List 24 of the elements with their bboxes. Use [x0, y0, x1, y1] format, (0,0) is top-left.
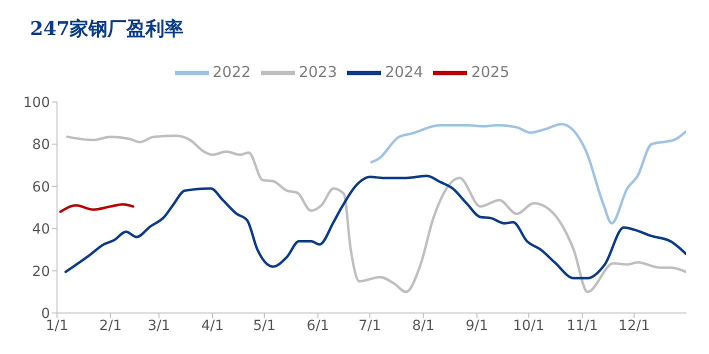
- x-tick-label: 5/1: [253, 318, 276, 334]
- legend-label: 2022: [212, 63, 251, 82]
- x-tick-label: 8/1: [412, 318, 435, 334]
- x-tick-label: 3/1: [148, 318, 170, 334]
- x-tick-label: 6/1: [306, 318, 330, 334]
- x-tick-label: 11/1: [566, 318, 598, 334]
- x-tick-label: 7/1: [358, 318, 382, 334]
- legend-label: 2024: [385, 63, 424, 82]
- line-series: [59, 203, 134, 213]
- y-tick-label: 20: [32, 264, 50, 280]
- chart-title: 247家钢厂盈利率: [29, 17, 185, 42]
- x-tick-label: 9/1: [466, 318, 488, 334]
- x-tick-label: 1/1: [46, 318, 68, 334]
- y-tick-label: 40: [32, 222, 50, 238]
- line-series: [370, 122, 686, 225]
- y-tick-label: 80: [32, 137, 50, 154]
- y-tick-label: 60: [32, 179, 50, 196]
- x-tick-label: 4/1: [201, 318, 224, 334]
- x-tick-label: 12/1: [618, 318, 650, 334]
- y-tick-label: 100: [23, 94, 50, 111]
- x-tick-label: 10/1: [513, 318, 544, 334]
- x-tick-label: 2/1: [99, 318, 122, 334]
- legend-label: 2025: [471, 63, 510, 82]
- legend-label: 2023: [298, 63, 337, 82]
